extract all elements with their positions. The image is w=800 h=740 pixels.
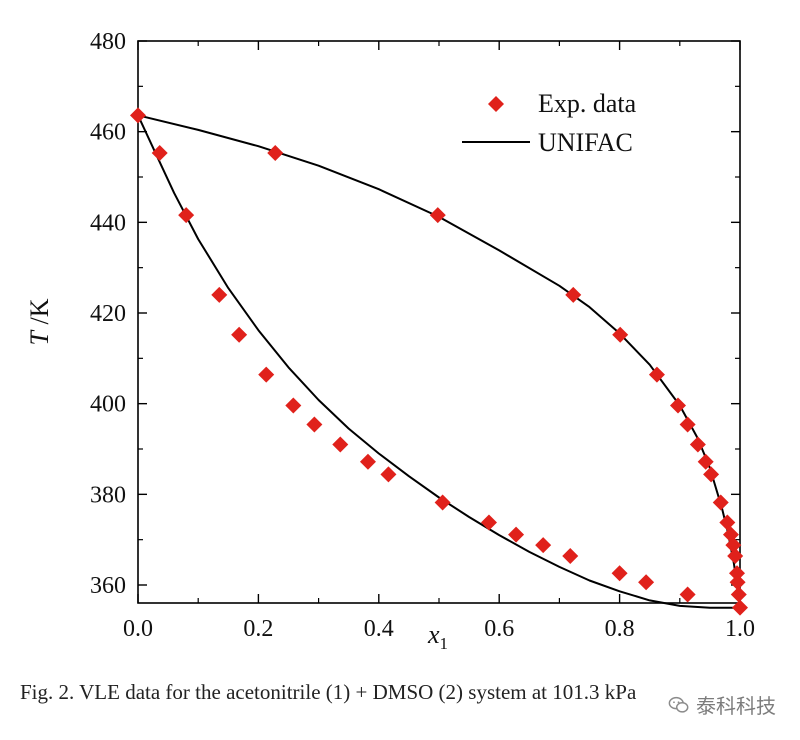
- x-axis: 0.0 0.2 0.4 0.6 0.8 1.0: [123, 41, 755, 642]
- data-point: [562, 547, 579, 564]
- x-tick-label: 0.0: [123, 616, 153, 642]
- data-point: [332, 436, 349, 453]
- data-point: [380, 466, 397, 483]
- y-tick-label: 460: [90, 120, 126, 146]
- data-point: [429, 207, 446, 224]
- plot-frame: [137, 40, 741, 604]
- data-point: [679, 416, 696, 433]
- y-tick-label: 400: [90, 392, 126, 418]
- data-point: [611, 565, 628, 582]
- data-point: [703, 466, 720, 483]
- watermark: 泰科科技: [668, 690, 776, 719]
- data-point: [359, 453, 376, 470]
- data-point: [689, 436, 706, 453]
- unifac-bubble-curve: [137, 114, 740, 609]
- x-tick-label: 0.6: [484, 616, 514, 642]
- legend-marker: [488, 96, 504, 112]
- data-point: [725, 537, 742, 554]
- data-point: [722, 526, 739, 543]
- data-point: [732, 599, 748, 616]
- data-point: [730, 586, 747, 603]
- y-tick-label: 440: [90, 210, 126, 236]
- data-point: [719, 514, 736, 531]
- plot-border: [137, 40, 741, 604]
- watermark-text: 泰科科技: [696, 694, 776, 718]
- y-tick-label: 360: [90, 573, 126, 599]
- data-point: [612, 326, 629, 343]
- data-point: [648, 366, 665, 383]
- data-point: [178, 207, 195, 224]
- unifac-dew-curve: [137, 114, 741, 608]
- data-point: [267, 144, 284, 161]
- data-point: [697, 453, 714, 470]
- y-axis-label: T /K: [25, 298, 54, 345]
- data-point: [231, 326, 248, 343]
- y-tick-label: 480: [90, 29, 126, 55]
- data-point: [258, 366, 275, 383]
- exp-data-markers: [130, 107, 748, 616]
- data-point: [535, 537, 552, 554]
- unifac-curves: [137, 114, 741, 609]
- data-point: [727, 547, 744, 564]
- data-point: [712, 494, 729, 511]
- x-tick-label: 1.0: [725, 616, 755, 642]
- legend-label-exp: Exp. data: [538, 89, 637, 118]
- vle-chart: 0.0 0.2 0.4 0.6 0.8 1.0 360 380 400 420 440 460 480…: [25, 29, 755, 653]
- y-axis: 360 380 400 420 440 460 480: [90, 29, 740, 599]
- x-tick-label: 0.2: [243, 616, 273, 642]
- data-point: [480, 514, 497, 531]
- figure-caption: Fig. 2. VLE data for the acetonitrile (1…: [20, 680, 637, 704]
- x-tick-label: 0.8: [605, 616, 635, 642]
- y-tick-label: 380: [90, 482, 126, 508]
- data-point: [508, 526, 525, 543]
- x-axis-label: x1: [427, 620, 448, 653]
- data-point: [434, 494, 451, 511]
- data-point: [669, 397, 686, 414]
- data-point: [130, 107, 146, 124]
- data-point: [728, 565, 745, 582]
- data-point: [285, 397, 302, 414]
- data-point: [679, 586, 696, 603]
- data-point: [306, 416, 323, 433]
- legend-label-unifac: UNIFAC: [538, 128, 633, 157]
- legend: Exp. data UNIFAC: [462, 89, 637, 157]
- wechat-icon: [668, 696, 689, 713]
- data-point: [565, 286, 582, 303]
- data-point: [151, 144, 168, 161]
- data-point: [729, 574, 746, 591]
- data-point: [211, 286, 228, 303]
- x-tick-label: 0.4: [364, 616, 394, 642]
- y-tick-label: 420: [90, 301, 126, 327]
- data-point: [638, 574, 655, 591]
